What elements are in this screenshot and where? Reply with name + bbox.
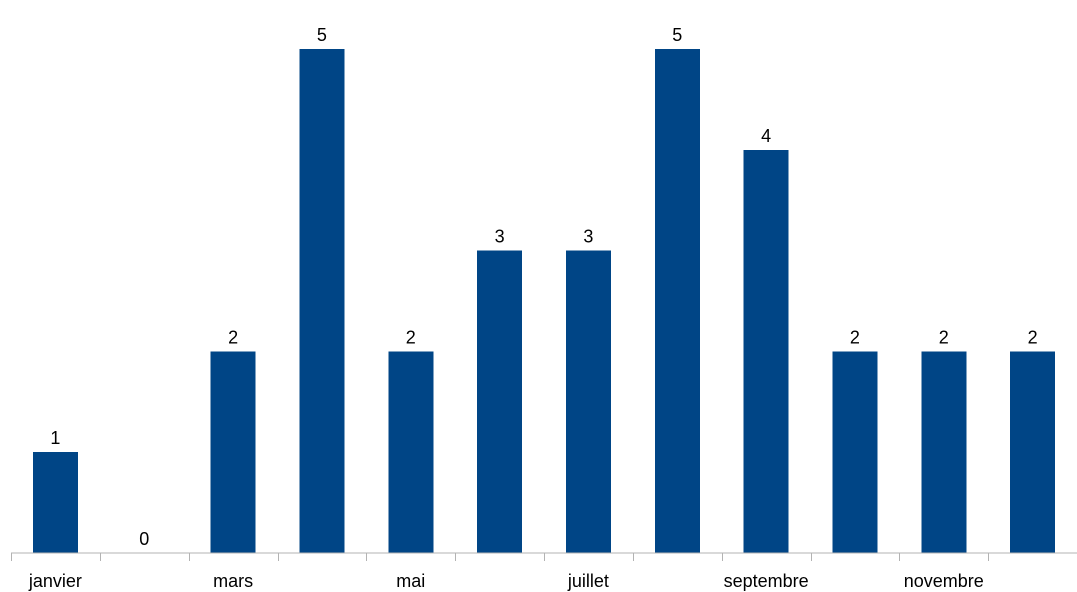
bar-aout	[654, 49, 700, 553]
bar-juin	[477, 250, 523, 553]
data-label-decembre: 2	[1028, 327, 1038, 347]
bar-janvier	[32, 452, 78, 553]
data-labels-group: 1 0 2 5 2 3 3 5 4 2 2 2	[50, 25, 1037, 549]
x-ticks-group	[11, 553, 989, 561]
bar-mars	[210, 351, 256, 553]
data-label-novembre: 2	[939, 327, 949, 347]
bar-octobre	[832, 351, 878, 553]
data-label-aout: 5	[672, 25, 682, 45]
data-label-mai: 2	[406, 327, 416, 347]
bars-group	[32, 49, 1056, 554]
bar-avril	[299, 49, 345, 553]
x-tick-label-septembre: septembre	[724, 571, 809, 591]
data-label-juillet: 3	[583, 227, 593, 247]
x-tick-label-novembre: novembre	[904, 571, 984, 591]
data-label-fevrier: 0	[139, 529, 149, 549]
data-label-janvier: 1	[50, 428, 60, 448]
data-label-avril: 5	[317, 25, 327, 45]
bar-novembre	[921, 351, 967, 553]
data-label-mars: 2	[228, 327, 238, 347]
x-tick-label-mars: mars	[213, 571, 253, 591]
x-tick-label-juillet: juillet	[567, 571, 609, 591]
bar-decembre	[1010, 351, 1056, 553]
data-label-juin: 3	[495, 227, 505, 247]
bar-juillet	[565, 250, 611, 553]
data-label-septembre: 4	[761, 126, 771, 146]
x-tick-labels-group: janvier mars mai juillet septembre novembre	[28, 571, 984, 591]
x-tick-label-mai: mai	[396, 571, 425, 591]
x-tick-label-janvier: janvier	[28, 571, 82, 591]
bar-mai	[388, 351, 434, 553]
bar-septembre	[743, 149, 789, 554]
data-label-octobre: 2	[850, 327, 860, 347]
